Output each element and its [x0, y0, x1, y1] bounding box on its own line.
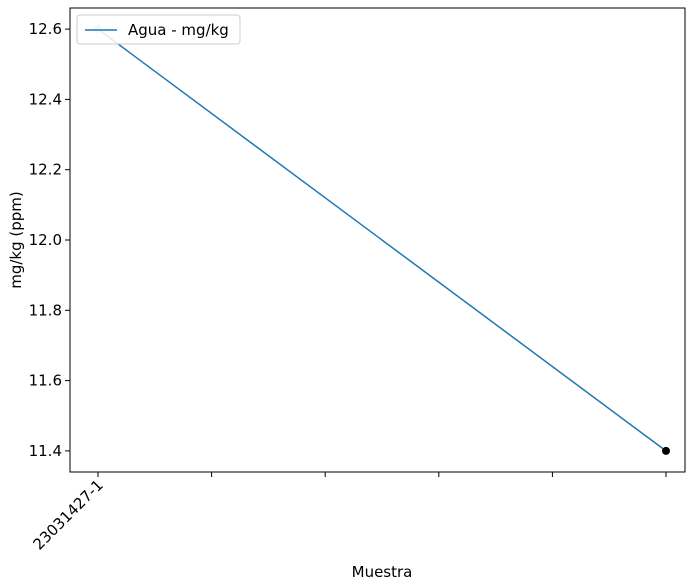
legend-label-agua: Agua - mg/kg — [128, 21, 229, 39]
series-layer — [97, 28, 667, 452]
y-axis-label: mg/kg (ppm) — [7, 191, 25, 289]
y-tick-label: 12.2 — [29, 161, 62, 179]
y-tick-label: 11.6 — [29, 372, 62, 390]
x-axis: 23031427-1 — [30, 472, 667, 553]
x-axis-label: Muestra — [352, 563, 413, 581]
x-tick-label: 23031427-1 — [30, 476, 107, 553]
y-tick-label: 12.0 — [29, 231, 62, 249]
y-axis: 11.4 11.6 11.8 12.0 12.2 12.4 12.6 — [29, 20, 70, 460]
y-tick-label: 11.4 — [29, 442, 62, 460]
data-point-1 — [662, 446, 670, 455]
legend-box — [76, 14, 241, 45]
y-tick-label: 12.6 — [29, 20, 62, 38]
y-tick-label: 12.4 — [29, 90, 62, 108]
legend: Agua - mg/kg — [76, 14, 241, 45]
series-line-0 — [97, 28, 667, 452]
y-tick-label: 11.8 — [29, 301, 62, 319]
